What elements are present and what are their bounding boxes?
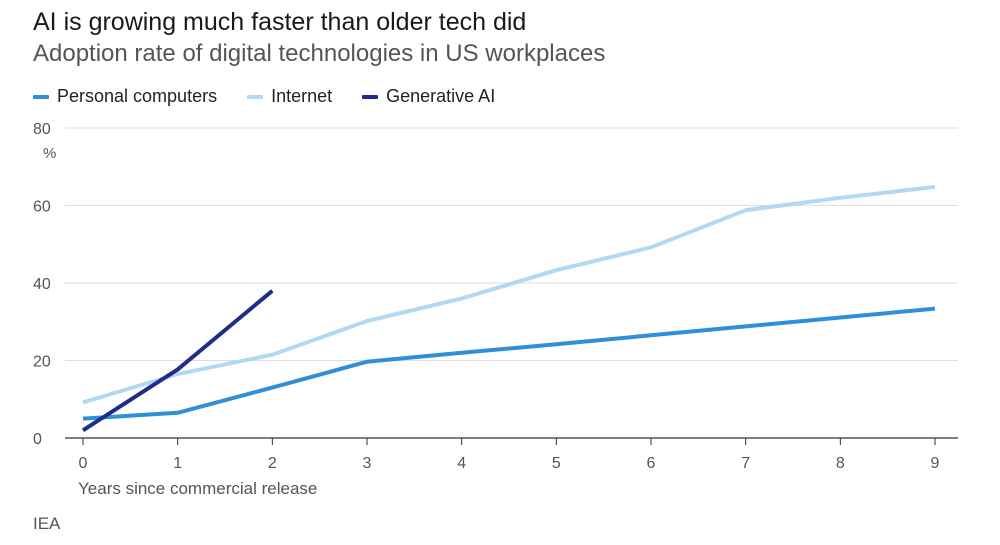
- x-tick-label-1: 1: [173, 455, 182, 472]
- legend-label-internet: Internet: [271, 86, 333, 106]
- y-tick-label-60: 60: [33, 199, 51, 216]
- series-line-personal-computers: [82, 306, 936, 421]
- chart-title: AI is growing much faster than older tec…: [33, 8, 527, 36]
- axes: 0 20 40 60 80 0 1 2 3 4 5 6 7 8 9: [33, 121, 958, 472]
- legend-item-generative-ai: Generative AI: [362, 86, 495, 107]
- legend: Personal computers Internet Generative A…: [33, 86, 495, 107]
- legend-item-internet: Internet: [247, 86, 332, 107]
- x-tick-label-9: 9: [931, 455, 940, 472]
- legend-item-personal-computers: Personal computers: [33, 86, 217, 107]
- y-axis-unit-label: %: [43, 145, 56, 162]
- x-tick-label-7: 7: [741, 455, 750, 472]
- gridlines: [65, 127, 958, 361]
- y-tick-label-80: 80: [33, 121, 51, 138]
- y-tick-label-40: 40: [33, 276, 51, 293]
- series-lines: [81, 184, 936, 432]
- series-line-internet: [82, 184, 936, 405]
- x-tick-label-6: 6: [647, 455, 656, 472]
- x-tick-label-3: 3: [363, 455, 372, 472]
- legend-label-personal-computers: Personal computers: [57, 86, 218, 106]
- series-line-generative-ai: [81, 289, 274, 432]
- legend-swatch-personal-computers: [33, 94, 49, 99]
- y-tick-label-20: 20: [33, 354, 51, 371]
- x-tick-label-0: 0: [79, 455, 88, 472]
- legend-label-generative-ai: Generative AI: [386, 86, 496, 106]
- x-axis-label: Years since commercial release: [78, 479, 317, 498]
- x-tick-label-8: 8: [836, 455, 845, 472]
- x-tick-label-4: 4: [457, 455, 466, 472]
- x-tick-label-5: 5: [552, 455, 561, 472]
- source-label: IEA: [33, 514, 61, 533]
- y-tick-label-0: 0: [33, 431, 42, 448]
- legend-swatch-internet: [247, 94, 264, 99]
- legend-swatch-generative-ai: [362, 94, 379, 99]
- x-tick-label-2: 2: [268, 455, 277, 472]
- chart-subtitle: Adoption rate of digital technologies in…: [33, 40, 606, 67]
